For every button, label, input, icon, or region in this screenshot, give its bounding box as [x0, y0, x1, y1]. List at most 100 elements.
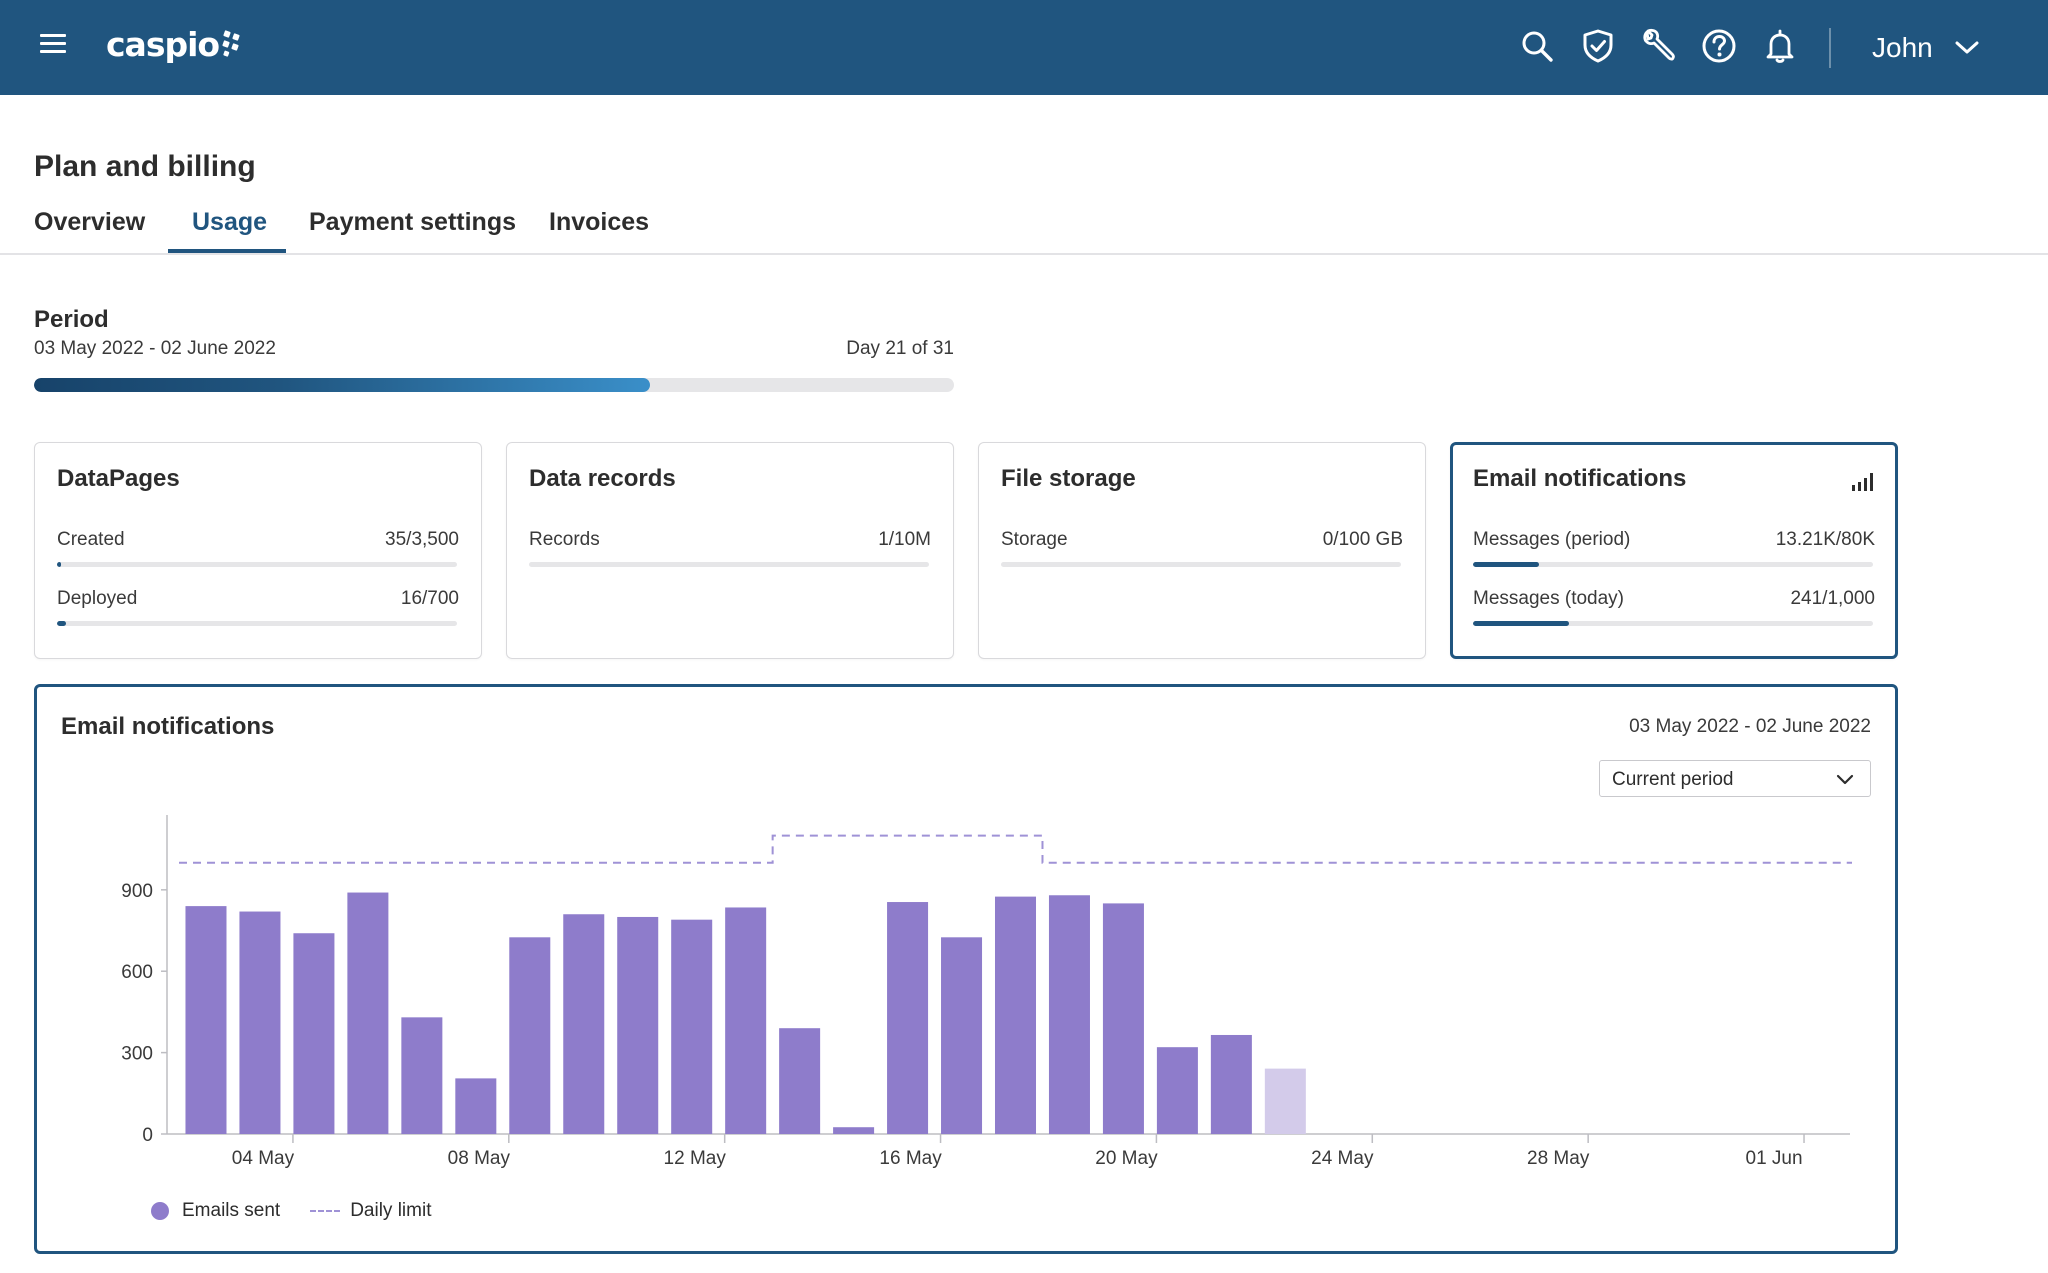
deployed-value: 16/700 [400, 588, 459, 609]
bar-emails-sent [563, 914, 605, 1134]
card-title: DataPages [57, 465, 180, 492]
storage-progress-bar [1001, 562, 1401, 567]
deployed-progress-bar [57, 621, 457, 626]
tab-overview[interactable]: Overview [34, 208, 146, 236]
chart-title: Email notifications [61, 713, 275, 740]
period-progress-fill [34, 378, 651, 392]
period-range: 03 May 2022 - 02 June 2022 [34, 338, 276, 359]
active-tab-indicator [168, 249, 286, 253]
period-select[interactable]: Current period [1599, 760, 1871, 797]
bar-emails-sent [1264, 1068, 1306, 1134]
records-value: 1/10M [878, 529, 931, 550]
bar-emails-sent [1048, 895, 1090, 1134]
bar-emails-sent [994, 896, 1037, 1134]
tab-usage[interactable]: Usage [192, 208, 268, 236]
bar-emails-sent [347, 892, 389, 1134]
messages-today-progress-fill [1473, 621, 1570, 626]
y-tick-label: 300 [121, 1044, 153, 1065]
x-tick-label: 04 May [232, 1148, 295, 1169]
email-chart: 0 300 600 900 04 May 08 May 12 May 16 May 20 May… [121, 815, 1852, 1169]
caspio-logo[interactable]: caspio [106, 22, 244, 66]
bar-emails-sent [887, 902, 929, 1134]
chevron-down-icon [1955, 41, 1979, 54]
storage-label: Storage [1001, 529, 1068, 550]
x-tick-label: 28 May [1527, 1148, 1590, 1169]
card-email-notifications[interactable]: Email notifications Messages (period) 13… [1450, 442, 1898, 659]
period-progress-bar [34, 378, 954, 392]
messages-period-value: 13.21K/80K [1775, 529, 1875, 550]
bar-emails-sent [509, 937, 551, 1134]
chevron-down-icon [1836, 774, 1854, 785]
bar-emails-sent [1102, 903, 1144, 1134]
email-notifications-chart-panel: 0 300 600 900 04 May 08 May 12 May 16 May 20 May… [34, 684, 1898, 1254]
card-datapages[interactable]: DataPages Created 35/3,500 Deployed 16/7… [34, 442, 482, 659]
help-icon[interactable] [1700, 27, 1738, 65]
legend-emails-sent-label[interactable]: Emails sent [182, 1200, 281, 1221]
x-tick-label: 08 May [448, 1148, 511, 1169]
bar-emails-sent [185, 906, 227, 1134]
bar-emails-sent [239, 911, 281, 1134]
card-title: Email notifications [1473, 465, 1687, 492]
bar-emails-sent [1210, 1034, 1252, 1134]
card-title: File storage [1001, 465, 1136, 492]
daily-limit-line [179, 834, 1852, 864]
logo-text: caspio [106, 24, 220, 64]
created-label: Created [57, 529, 125, 550]
messages-today-value: 241/1,000 [1790, 588, 1875, 609]
wrench-icon[interactable] [1639, 27, 1677, 65]
bar-emails-sent [401, 1017, 443, 1134]
y-tick-label: 900 [121, 881, 153, 902]
user-name: John [1872, 32, 1933, 63]
messages-today-progress-bar [1473, 621, 1873, 626]
x-tick-label: 12 May [664, 1148, 727, 1169]
logo-mark-icon [222, 30, 240, 57]
tab-payment-settings[interactable]: Payment settings [309, 208, 517, 236]
messages-period-progress-bar [1473, 562, 1873, 567]
messages-period-label: Messages (period) [1473, 529, 1631, 550]
y-tick-label: 600 [121, 962, 153, 983]
bar-emails-sent [725, 907, 767, 1134]
period-select-value: Current period [1612, 769, 1734, 790]
tab-invoices[interactable]: Invoices [549, 208, 650, 236]
card-file-storage[interactable]: File storage Storage 0/100 GB [978, 442, 1426, 659]
messages-period-progress-fill [1473, 562, 1539, 567]
bar-emails-sent [779, 1028, 821, 1134]
bar-emails-sent [1156, 1047, 1198, 1134]
messages-today-label: Messages (today) [1473, 588, 1625, 609]
top-bar: caspio [0, 0, 2048, 95]
bar-chart-icon[interactable] [1851, 472, 1875, 492]
bell-icon[interactable] [1761, 27, 1799, 65]
card-data-records[interactable]: Data records Records 1/10M [506, 442, 954, 659]
card-title: Data records [529, 465, 676, 492]
tab-bar: Overview Usage Payment settings Invoices [0, 200, 2048, 255]
deployed-label: Deployed [57, 588, 138, 609]
bar-emails-sent [617, 916, 659, 1134]
storage-value: 0/100 GB [1322, 529, 1403, 550]
legend-daily-limit-swatch [310, 1210, 341, 1212]
x-tick-label: 20 May [1095, 1148, 1158, 1169]
topbar-divider [1829, 28, 1831, 68]
deployed-progress-fill [57, 621, 67, 626]
shield-check-icon[interactable] [1579, 27, 1617, 65]
chart-legend: Emails sent Daily limit [151, 1199, 431, 1223]
user-menu[interactable]: John [1872, 28, 1979, 68]
chart-date-range: 03 May 2022 - 02 June 2022 [1629, 716, 1871, 737]
x-tick-label: 16 May [879, 1148, 942, 1169]
created-progress-fill [57, 562, 61, 567]
bar-emails-sent [833, 1127, 875, 1134]
x-tick-label: 24 May [1311, 1148, 1374, 1169]
y-tick-label: 0 [142, 1125, 153, 1146]
period-label: Period [34, 306, 109, 333]
search-icon[interactable] [1518, 27, 1556, 65]
bar-emails-sent [293, 933, 335, 1134]
created-value: 35/3,500 [385, 529, 459, 550]
bar-emails-sent [941, 937, 983, 1134]
legend-emails-sent-swatch [151, 1202, 169, 1220]
created-progress-bar [57, 562, 457, 567]
menu-icon[interactable] [40, 34, 66, 58]
x-tick-label: 01 Jun [1746, 1148, 1803, 1169]
legend-daily-limit-label[interactable]: Daily limit [350, 1200, 432, 1221]
period-day-count: Day 21 of 31 [846, 338, 954, 359]
page-title: Plan and billing [34, 150, 256, 183]
